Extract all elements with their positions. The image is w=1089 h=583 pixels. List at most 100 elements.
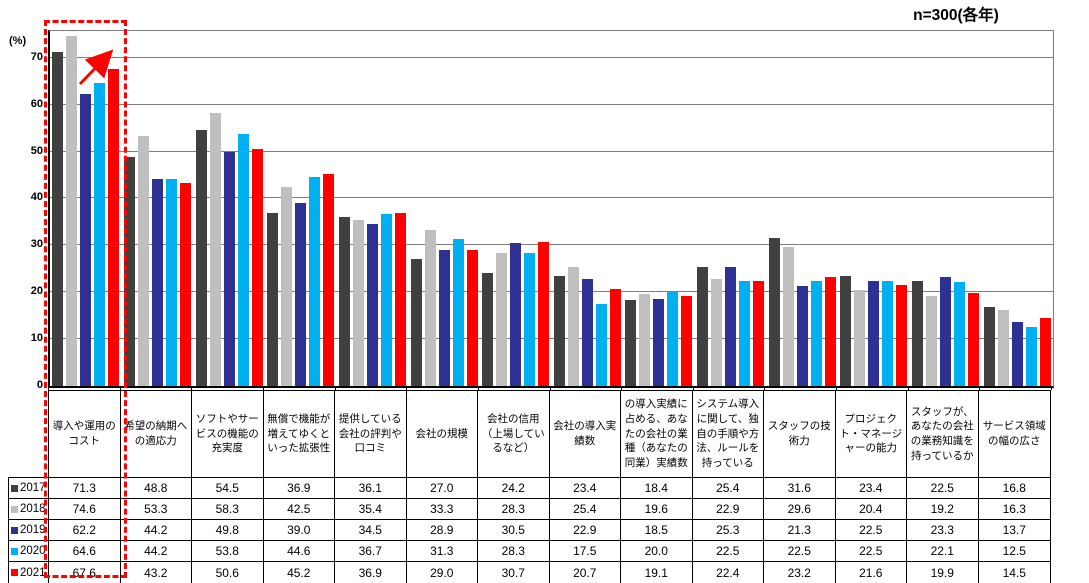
table-value-cell: 30.7 bbox=[478, 562, 550, 583]
table-value-cell: 30.5 bbox=[478, 520, 550, 541]
bar-2019 bbox=[940, 276, 952, 386]
table-value-cell: 25.4 bbox=[549, 499, 621, 520]
table-value-cell: 44.2 bbox=[120, 520, 192, 541]
table-value-cell: 58.3 bbox=[192, 499, 264, 520]
bar-2018 bbox=[997, 309, 1009, 386]
table-value-cell: 25.3 bbox=[692, 520, 764, 541]
table-value-cell: 19.1 bbox=[621, 562, 693, 583]
table-value-cell: 44.2 bbox=[120, 541, 192, 562]
legend-swatch-2021 bbox=[11, 569, 18, 576]
legend-cell-2021: 2021 bbox=[9, 562, 49, 583]
gridline bbox=[50, 291, 1053, 293]
legend-swatch-2020 bbox=[11, 547, 18, 555]
bar-2017 bbox=[697, 266, 709, 386]
table-value-cell: 28.9 bbox=[406, 520, 478, 541]
bar-2018 bbox=[496, 253, 508, 386]
table-value-cell: 20.0 bbox=[621, 541, 693, 562]
table-value-cell: 22.5 bbox=[835, 541, 907, 562]
table-value-cell: 28.3 bbox=[478, 499, 550, 520]
legend-cell-2020: 2020 bbox=[9, 541, 49, 562]
bar-2017 bbox=[983, 307, 995, 386]
table-value-cell: 33.3 bbox=[406, 499, 478, 520]
category-header-row: 導入や運用のコスト 希望の納期への適応力 ソフトやサービスの機能の充実度 無償で機能が… bbox=[48, 390, 1051, 477]
bar-2019 bbox=[510, 242, 522, 386]
bar-2020 bbox=[739, 280, 751, 386]
legend-swatch-2019 bbox=[11, 526, 18, 534]
category-header-cell: 希望の納期への適応力 bbox=[121, 391, 192, 477]
table-value-cell: 31.3 bbox=[406, 541, 478, 562]
table-value-cell: 22.5 bbox=[907, 478, 979, 499]
table-value-cell: 48.8 bbox=[120, 478, 192, 499]
table-value-cell: 22.9 bbox=[692, 499, 764, 520]
table-value-cell: 36.9 bbox=[263, 478, 335, 499]
table-value-cell: 22.5 bbox=[692, 541, 764, 562]
bar-2019 bbox=[1011, 321, 1023, 386]
bar-2018 bbox=[926, 295, 938, 386]
bar-2017 bbox=[768, 237, 780, 386]
table-value-cell: 23.4 bbox=[835, 478, 907, 499]
table-value-cell: 36.7 bbox=[335, 541, 407, 562]
bar-2021 bbox=[251, 148, 263, 386]
table-value-cell: 45.2 bbox=[264, 562, 335, 583]
gridline bbox=[50, 150, 1053, 152]
x-tick bbox=[549, 386, 551, 390]
bar-2020 bbox=[165, 178, 177, 386]
legend-year-label: 2021 bbox=[20, 566, 46, 579]
gridline bbox=[50, 244, 1053, 246]
table-value-cell: 23.4 bbox=[549, 478, 621, 499]
table-value-cell: 16.3 bbox=[978, 499, 1050, 520]
table-value-cell: 54.5 bbox=[192, 478, 264, 499]
category-header-cell: 会社の信用（上場しているなど） bbox=[478, 391, 550, 477]
bar-2020 bbox=[309, 176, 321, 386]
table-value-cell: 17.5 bbox=[549, 541, 621, 562]
bar-group bbox=[623, 31, 695, 386]
category-header-cell: 会社の規模 bbox=[407, 391, 478, 477]
bar-2018 bbox=[711, 278, 723, 386]
x-tick bbox=[836, 386, 838, 390]
bar-2017 bbox=[553, 276, 565, 386]
category-header-cell: 会社の導入実績数 bbox=[550, 391, 621, 477]
category-header-cell: 導入や運用のコスト bbox=[49, 391, 121, 477]
legend-year-label: 2017 bbox=[20, 482, 46, 494]
category-header-cell: サービス領域の幅の広さ bbox=[982, 420, 1046, 447]
bar-2021 bbox=[323, 174, 335, 386]
table-value-cell: 28.3 bbox=[478, 541, 550, 562]
bar-2021 bbox=[108, 69, 120, 386]
table-value-cell: 12.5 bbox=[978, 541, 1050, 562]
category-header-cell: 提供している会社の評判や口コミ bbox=[335, 391, 407, 477]
bar-2021 bbox=[466, 250, 478, 386]
table-value-cell: 23.3 bbox=[907, 520, 979, 541]
plot-area bbox=[48, 30, 1054, 388]
table-value-cell: 53.8 bbox=[192, 541, 264, 562]
category-header-cell: スタッフの技術力 bbox=[764, 391, 836, 477]
legend-cell-2017: 2017 bbox=[9, 478, 49, 499]
table-value-cell: 21.6 bbox=[836, 562, 907, 583]
table-value-cell: 19.9 bbox=[907, 562, 979, 583]
bar-2019 bbox=[868, 280, 880, 386]
gridline bbox=[50, 103, 1053, 105]
legend-swatch-2017 bbox=[11, 484, 18, 492]
bar-2019 bbox=[653, 299, 665, 386]
table-value-cell: 14.5 bbox=[1002, 565, 1026, 580]
bar-2019 bbox=[223, 152, 235, 386]
table-value-cell: 50.6 bbox=[192, 562, 264, 583]
bar-2017 bbox=[625, 299, 637, 386]
category-header-cell: プロジェクト・マネージャーの能力 bbox=[836, 391, 907, 477]
table-value-cell: 22.5 bbox=[835, 520, 907, 541]
category-header-cell: スタッフが、あなたの会社の業務知識を持っているか bbox=[907, 391, 979, 477]
bar-group bbox=[408, 31, 480, 386]
bar-2017 bbox=[267, 212, 279, 386]
bar-2020 bbox=[810, 280, 822, 386]
bar-2017 bbox=[410, 259, 422, 386]
table-value-cell: 39.0 bbox=[263, 520, 335, 541]
bar-2020 bbox=[1025, 327, 1037, 386]
x-tick bbox=[191, 386, 193, 390]
x-tick bbox=[979, 386, 981, 390]
bar-group bbox=[193, 31, 265, 386]
y-tick-label: 40 bbox=[30, 191, 43, 204]
bar-group bbox=[695, 31, 767, 386]
bar-2018 bbox=[137, 136, 149, 386]
bar-2018 bbox=[854, 290, 866, 386]
x-tick bbox=[764, 386, 766, 390]
